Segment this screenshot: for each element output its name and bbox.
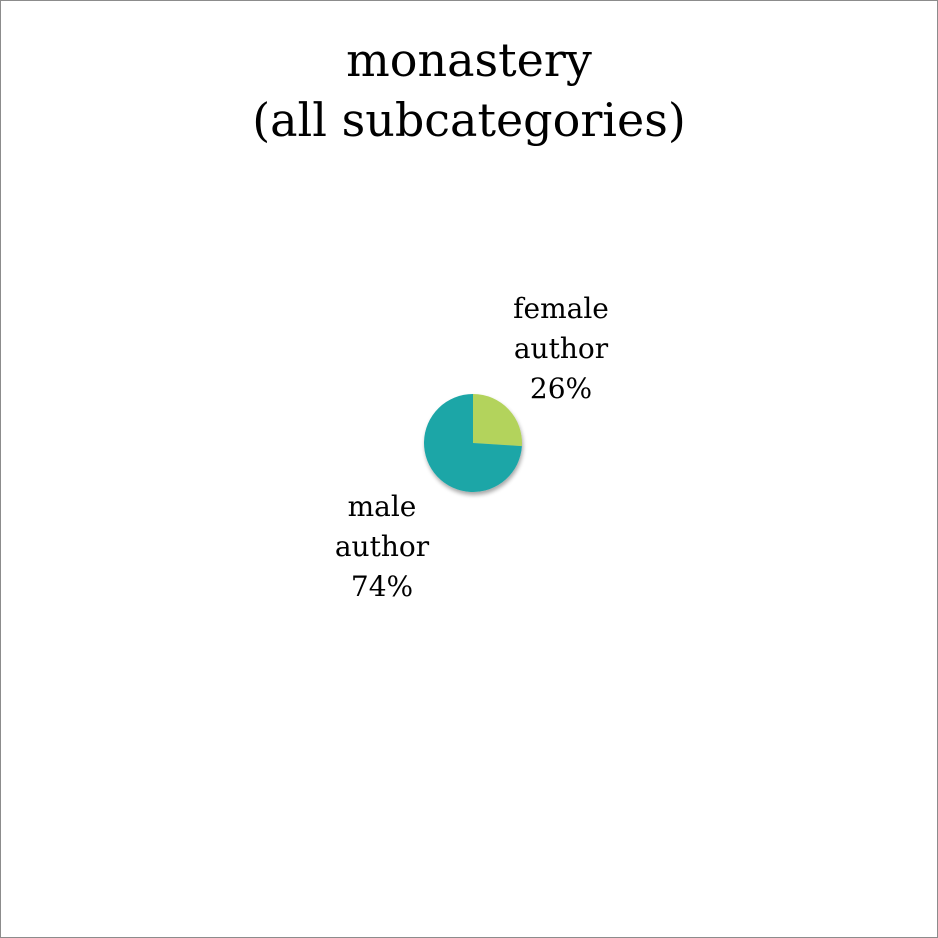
slice-percent-female: 26% bbox=[529, 372, 593, 405]
slice-label-female-author: female author 26% bbox=[481, 289, 641, 409]
slice-label-female-line-2: author bbox=[513, 332, 609, 365]
slice-label-male-line-2: author bbox=[334, 530, 430, 563]
pie-slices bbox=[424, 393, 523, 492]
slice-label-male-author: male author 74% bbox=[302, 487, 462, 607]
pie-slice-female-author bbox=[473, 393, 523, 447]
slice-label-female-line-1: female bbox=[513, 292, 609, 325]
slice-percent-male: 74% bbox=[350, 570, 414, 603]
chart-title: monastery (all subcategories) bbox=[0, 30, 938, 150]
slice-label-male-line-1: male bbox=[347, 490, 417, 523]
chart-title-line-2: (all subcategories) bbox=[252, 93, 686, 147]
pie-slice-male-author bbox=[424, 394, 522, 492]
chart-title-line-1: monastery bbox=[346, 33, 592, 87]
